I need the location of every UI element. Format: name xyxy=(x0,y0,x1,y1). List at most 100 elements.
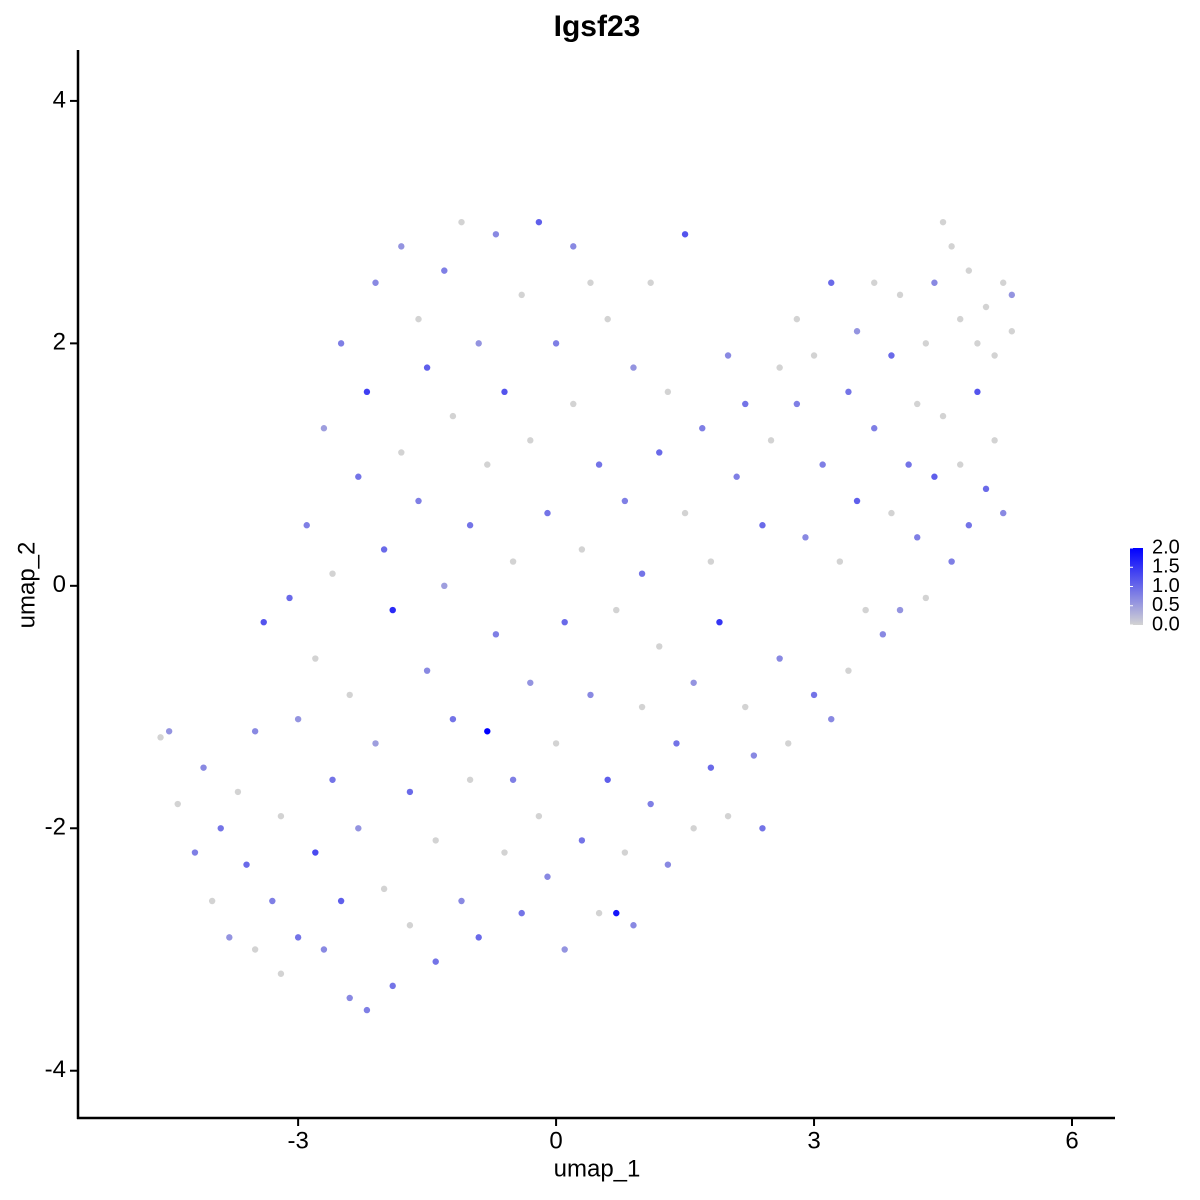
point xyxy=(312,849,319,856)
point xyxy=(527,679,534,686)
point xyxy=(621,497,629,505)
point xyxy=(277,812,285,820)
point xyxy=(638,703,646,711)
point xyxy=(828,279,835,286)
point xyxy=(484,461,491,468)
point xyxy=(931,279,938,286)
point xyxy=(466,522,474,529)
point xyxy=(191,849,199,856)
point xyxy=(647,800,654,808)
point xyxy=(415,315,422,323)
colorbar xyxy=(1130,548,1143,625)
point xyxy=(355,473,362,480)
point xyxy=(888,352,895,359)
point xyxy=(896,606,904,614)
point xyxy=(750,752,758,759)
point xyxy=(380,546,388,553)
point xyxy=(810,352,818,359)
point xyxy=(320,946,328,953)
point xyxy=(879,631,887,638)
point xyxy=(853,497,861,505)
point xyxy=(767,437,775,444)
colorbar-tick-label: 1.0 xyxy=(1152,575,1180,597)
point xyxy=(492,631,500,638)
point xyxy=(423,667,431,674)
point xyxy=(208,897,216,905)
point xyxy=(363,388,371,396)
point xyxy=(785,740,792,747)
point xyxy=(604,315,611,323)
point xyxy=(277,970,285,977)
point xyxy=(286,594,293,602)
point xyxy=(896,291,904,299)
point xyxy=(948,558,955,565)
point xyxy=(475,934,482,941)
point xyxy=(243,861,250,868)
point xyxy=(544,509,551,517)
point xyxy=(1008,291,1016,299)
point xyxy=(432,958,439,965)
point xyxy=(320,425,328,432)
colorbar-tick-label: 2.0 xyxy=(1152,536,1180,558)
point xyxy=(441,267,448,274)
point xyxy=(380,885,388,893)
point xyxy=(759,522,766,529)
point xyxy=(269,897,276,905)
point xyxy=(458,897,465,905)
point xyxy=(673,740,680,747)
y-axis-label: umap_2 xyxy=(13,542,40,629)
point xyxy=(578,546,586,553)
point xyxy=(458,218,465,226)
point xyxy=(337,340,345,347)
point xyxy=(742,400,749,408)
point xyxy=(845,388,852,396)
point xyxy=(974,340,981,347)
y-tick-label: -2 xyxy=(45,814,66,841)
point xyxy=(656,643,663,650)
point xyxy=(346,994,353,1002)
point xyxy=(957,461,964,468)
x-tick-label: 6 xyxy=(1065,1127,1078,1154)
point xyxy=(329,776,336,783)
point xyxy=(1000,279,1007,286)
x-tick-label: 0 xyxy=(549,1127,562,1154)
point xyxy=(475,340,482,347)
point xyxy=(578,837,586,844)
point xyxy=(1000,509,1007,517)
point xyxy=(251,946,259,953)
point xyxy=(613,606,620,614)
point xyxy=(853,328,861,335)
point xyxy=(406,788,414,796)
colorbar-tick-label: 0.0 xyxy=(1152,613,1180,635)
colorbar-tick-label: 1.5 xyxy=(1152,556,1180,578)
x-tick-label: -3 xyxy=(287,1127,308,1154)
point xyxy=(449,715,457,723)
point xyxy=(776,655,783,662)
chart-title: Igsf23 xyxy=(554,10,641,43)
point xyxy=(974,388,981,396)
point xyxy=(965,267,973,274)
point xyxy=(948,243,955,250)
point xyxy=(905,461,912,468)
point xyxy=(587,691,594,699)
point xyxy=(871,425,878,432)
point xyxy=(871,279,878,286)
y-tick-label: 2 xyxy=(53,329,66,356)
point xyxy=(681,509,689,517)
point xyxy=(647,279,654,286)
point xyxy=(501,849,508,856)
y-tick-label: 4 xyxy=(53,86,66,113)
point xyxy=(337,897,345,905)
point xyxy=(630,364,637,371)
point xyxy=(157,734,164,741)
point xyxy=(544,873,551,880)
point xyxy=(501,388,508,396)
point xyxy=(759,825,766,832)
point xyxy=(707,764,715,771)
point xyxy=(398,449,405,456)
point xyxy=(664,388,672,396)
point xyxy=(638,570,646,577)
point xyxy=(1008,328,1016,335)
point xyxy=(372,279,379,286)
